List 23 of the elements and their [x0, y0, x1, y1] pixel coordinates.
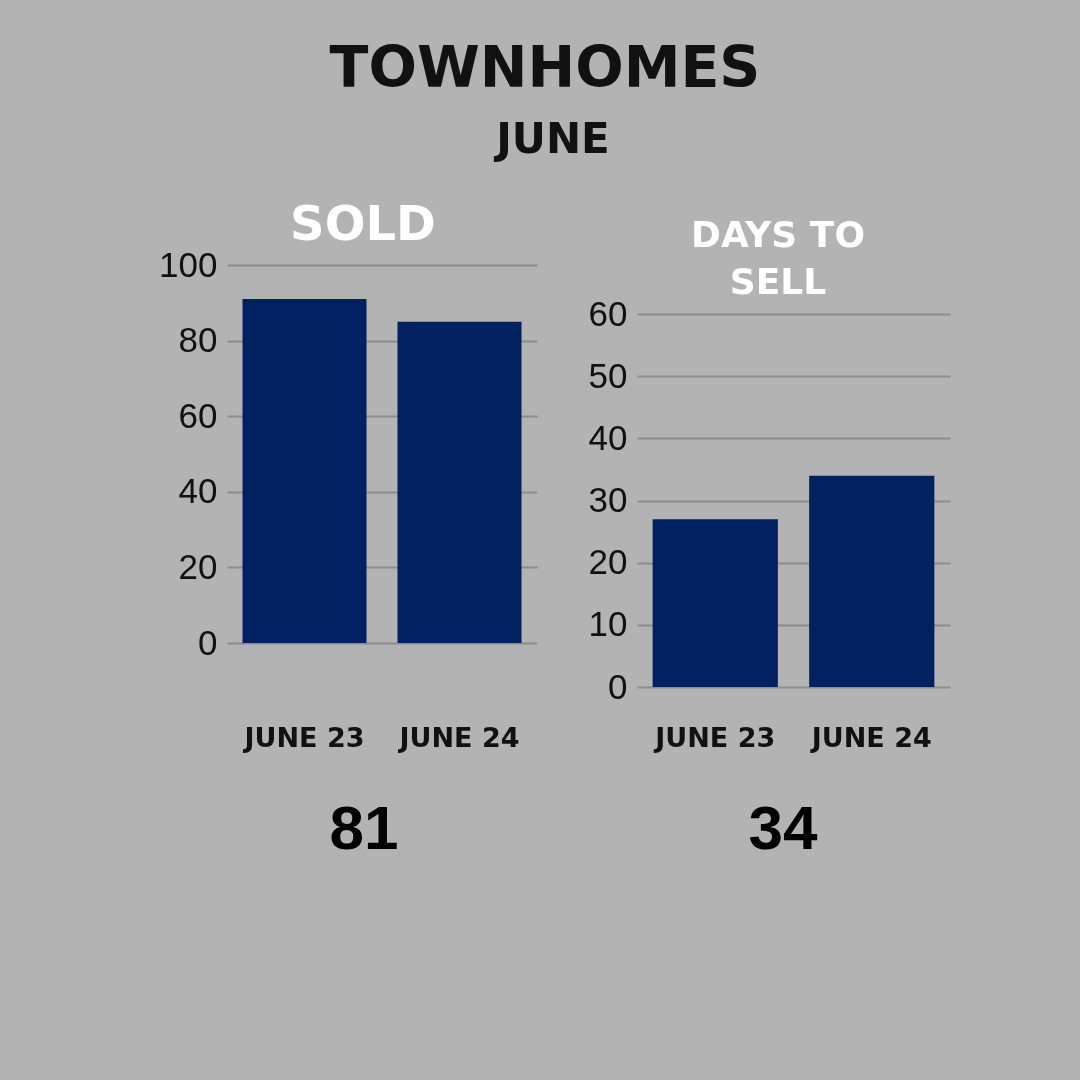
- y-tick-label: 20: [588, 542, 628, 582]
- y-tick-label: 0: [198, 622, 218, 662]
- y-tick-label: 60: [178, 395, 218, 435]
- y-tick-label: 30: [588, 480, 628, 519]
- x-tick-label: JUNE 23: [653, 721, 776, 753]
- y-tick-label: 60: [588, 293, 628, 333]
- chart-title: DAYS TO SELL: [691, 214, 865, 302]
- text: JUNE: [493, 114, 610, 163]
- text: 34: [748, 793, 818, 862]
- y-tick-label: 80: [178, 320, 218, 360]
- text: TOWNHOMES: [329, 34, 761, 100]
- x-tick-label: JUNE 23: [242, 721, 365, 753]
- y-tick-label: 50: [588, 355, 628, 395]
- x-tick-label: JUNE 24: [809, 721, 932, 753]
- chart-title: SOLD: [290, 195, 436, 251]
- y-tick-label: 10: [588, 604, 628, 644]
- y-tick-label: 20: [178, 546, 218, 586]
- x-tick-label: JUNE 24: [397, 721, 520, 753]
- text: 81: [329, 793, 399, 862]
- y-tick-label: 0: [608, 666, 628, 706]
- y-tick-label: 100: [159, 244, 218, 284]
- y-tick-label: 40: [178, 471, 218, 511]
- y-tick-label: 40: [588, 417, 628, 457]
